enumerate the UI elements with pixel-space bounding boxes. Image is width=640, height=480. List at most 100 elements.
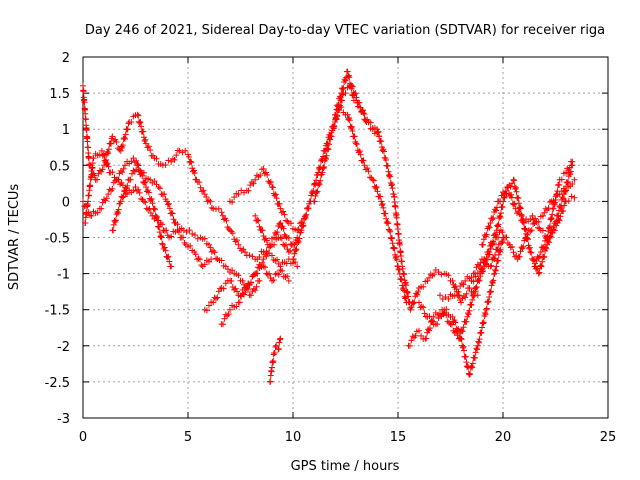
data-point: [282, 233, 289, 240]
data-point: [569, 180, 576, 187]
data-point: [314, 188, 321, 195]
data-point: [117, 147, 124, 154]
data-point: [83, 209, 90, 216]
data-point: [451, 292, 458, 299]
data-point: [267, 378, 274, 385]
data-point: [223, 217, 230, 224]
data-point: [180, 234, 187, 241]
data-point: [263, 253, 270, 260]
data-point: [225, 225, 232, 232]
data-point: [218, 209, 225, 216]
data-point: [550, 205, 557, 212]
data-point: [313, 188, 320, 195]
data-point: [250, 180, 257, 187]
data-point: [103, 195, 110, 202]
data-point: [374, 129, 380, 136]
data-point: [521, 226, 528, 233]
data-point: [496, 212, 503, 219]
data-point: [412, 332, 419, 339]
data-point: [100, 151, 107, 158]
data-point: [408, 304, 415, 311]
data-point: [510, 201, 517, 208]
data-point: [378, 202, 385, 209]
data-point: [275, 345, 282, 352]
series-sat-e: [201, 263, 292, 314]
data-point: [448, 321, 455, 328]
data-point: [293, 246, 300, 253]
data-point: [106, 186, 113, 193]
data-point: [464, 313, 471, 320]
data-point: [458, 335, 464, 342]
data-point: [104, 148, 111, 155]
data-point: [185, 153, 192, 160]
data-point: [145, 143, 152, 150]
data-point: [232, 238, 239, 245]
series-sat-n: [416, 234, 506, 378]
data-point: [367, 174, 373, 181]
data-point: [145, 206, 152, 213]
data-point: [267, 243, 274, 250]
data-point: [153, 213, 160, 220]
data-point: [500, 234, 506, 241]
data-point: [396, 241, 403, 248]
data-point: [174, 221, 181, 228]
data-point: [231, 286, 238, 293]
data-point: [510, 249, 517, 256]
data-point: [161, 244, 168, 251]
data-point: [558, 176, 565, 183]
data-point: [466, 285, 473, 292]
data-point: [133, 166, 140, 173]
data-point: [460, 324, 467, 331]
data-point: [571, 194, 578, 201]
data-point: [148, 196, 155, 203]
data-point: [210, 247, 217, 254]
data-point: [173, 152, 180, 159]
data-point: [88, 212, 95, 219]
data-point: [274, 229, 281, 236]
data-point: [495, 257, 502, 264]
data-point: [420, 283, 427, 290]
data-point: [319, 169, 326, 176]
data-point: [444, 318, 451, 325]
data-point: [139, 172, 146, 179]
data-point: [483, 305, 490, 312]
data-point: [192, 232, 198, 239]
data-point: [337, 94, 344, 101]
data-point: [393, 214, 400, 221]
data-point: [277, 205, 284, 212]
data-point: [464, 363, 470, 370]
data-point: [306, 200, 313, 207]
data-point: [480, 320, 487, 327]
data-point: [245, 187, 252, 194]
data-point: [547, 233, 554, 240]
data-point: [276, 221, 283, 228]
data-point: [256, 277, 263, 284]
data-point: [266, 270, 273, 277]
data-point: [87, 182, 94, 189]
data-point: [259, 227, 266, 234]
data-point: [182, 147, 189, 154]
data-point: [257, 172, 264, 179]
y-tick-label: 2: [62, 51, 70, 66]
data-point: [234, 237, 240, 244]
data-point: [149, 200, 156, 207]
data-point: [462, 277, 469, 284]
data-point: [489, 278, 496, 285]
series-sat-h: [252, 212, 296, 248]
data-point: [512, 185, 519, 192]
data-point: [284, 273, 291, 280]
x-tick-label: 5: [184, 430, 192, 445]
data-point: [480, 319, 487, 326]
data-point: [365, 119, 372, 126]
data-point: [267, 179, 274, 186]
data-point: [158, 233, 164, 240]
data-point: [426, 313, 433, 320]
data-point: [380, 204, 387, 211]
data-point: [492, 232, 499, 239]
data-point: [408, 337, 415, 344]
data-point: [517, 205, 524, 212]
data-point: [379, 200, 386, 207]
data-point: [539, 258, 546, 265]
data-point: [225, 311, 232, 318]
data-point: [187, 158, 194, 165]
